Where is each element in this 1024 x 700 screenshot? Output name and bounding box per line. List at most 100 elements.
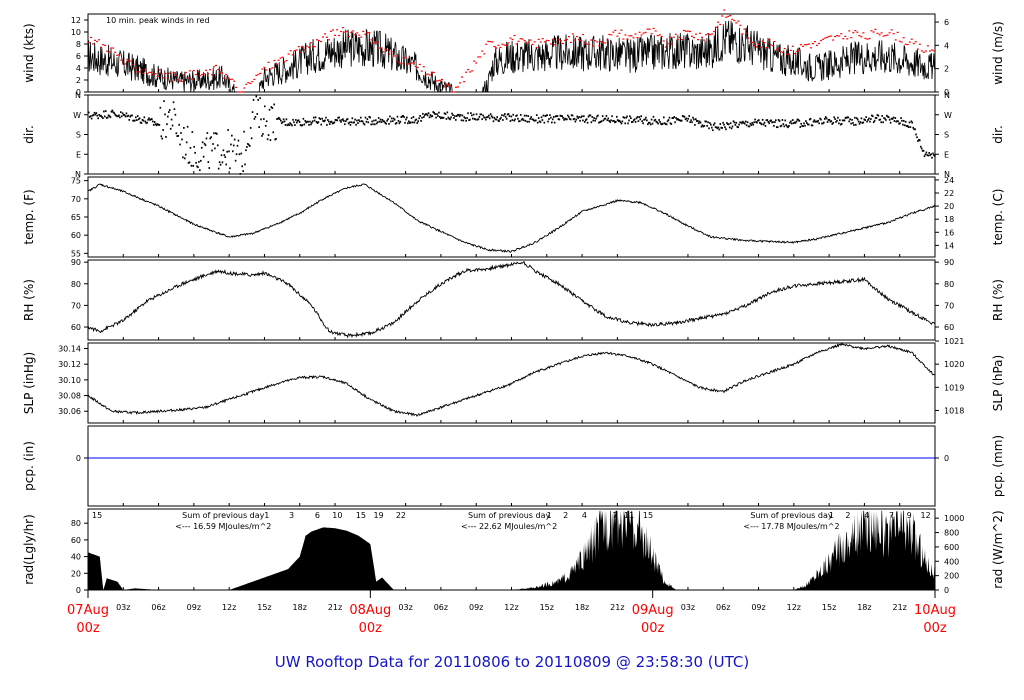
dir-point (428, 116, 431, 119)
right-tick-label-slp: 1018 (944, 406, 964, 415)
dir-point (304, 120, 307, 122)
dir-point (168, 109, 171, 111)
dir-point (401, 115, 403, 118)
dir-point (335, 119, 338, 121)
dir-point (253, 117, 256, 120)
dir-point (848, 120, 851, 123)
dir-point (696, 120, 699, 122)
dir-point (779, 125, 782, 128)
dir-point (711, 126, 713, 129)
dir-point (566, 118, 568, 121)
dir-point (449, 118, 451, 121)
dir-point (880, 121, 883, 124)
dir-point (149, 118, 151, 121)
dir-point (150, 118, 152, 121)
dir-point (208, 167, 211, 169)
left-tick-label-wind: 6 (76, 52, 81, 61)
dir-point (146, 121, 148, 124)
dir-point (144, 120, 147, 123)
slp-series-line (87, 342, 936, 417)
dir-point (376, 121, 379, 124)
dir-point (375, 122, 378, 125)
dir-point (368, 115, 371, 118)
dir-point (599, 120, 602, 123)
dir-point (407, 122, 409, 125)
dir-point (631, 121, 633, 124)
dir-point (221, 161, 224, 164)
dir-point (575, 118, 578, 121)
dir-point (233, 138, 236, 141)
dir-point (815, 120, 818, 123)
dir-point (495, 118, 498, 121)
dir-point (823, 118, 826, 120)
dir-point (546, 114, 548, 117)
dir-point (121, 112, 124, 115)
dir-point (934, 154, 936, 157)
dir-point (827, 119, 830, 121)
dir-point (876, 114, 879, 116)
dir-point (887, 115, 889, 118)
time-axis-label: 12z (504, 603, 518, 612)
time-axis-label: 15z (257, 603, 271, 612)
dir-point (163, 100, 165, 103)
dir-point (706, 124, 708, 127)
dir-point (183, 157, 186, 160)
left-tick-label-slp: 30.06 (58, 407, 81, 416)
radiation-hour-label: 15 (643, 511, 653, 520)
radiation-hour-label: 12 (920, 511, 930, 520)
dir-point (166, 123, 168, 126)
radiation-hour-label: 1 (829, 511, 834, 520)
time-axis-label: 06z (716, 603, 730, 612)
dir-point (172, 101, 175, 104)
dir-point (294, 124, 296, 126)
left-tick-label-temp: 65 (71, 213, 81, 222)
dir-point (102, 117, 104, 119)
dir-point (98, 113, 100, 116)
dir-point (595, 117, 597, 120)
dir-point (415, 118, 418, 121)
left-tick-label-slp: 30.14 (58, 344, 81, 353)
dir-point (919, 139, 921, 142)
left-axis-label-wind: wind (kts) (22, 23, 36, 82)
dir-point (365, 120, 368, 123)
dir-point (737, 126, 739, 129)
dir-point (384, 121, 387, 124)
dir-point (474, 118, 477, 121)
dir-point (286, 124, 289, 127)
dir-point (741, 122, 743, 125)
dir-point (349, 124, 352, 126)
dir-point (910, 120, 913, 123)
dir-point (628, 119, 630, 122)
dir-point (101, 116, 103, 118)
time-axis-label: 03z (116, 603, 130, 612)
dir-point (155, 124, 158, 127)
dir-point (663, 116, 665, 119)
dir-point (799, 126, 802, 128)
dir-point (279, 119, 282, 122)
dir-point (416, 122, 419, 124)
dir-point (406, 116, 408, 119)
left-axis-label-slp: SLP (inHg) (22, 352, 36, 414)
dir-point (743, 121, 745, 124)
dir-point (255, 95, 258, 98)
dir-point (490, 115, 493, 118)
dir-point (609, 121, 611, 123)
dir-point (463, 116, 466, 119)
dir-point (909, 126, 912, 129)
dir-point (817, 119, 819, 122)
dir-point (408, 122, 411, 124)
dir-point (930, 153, 932, 156)
dir-point (263, 118, 265, 120)
dir-point (695, 120, 698, 122)
dir-point (366, 118, 369, 121)
dir-point (118, 114, 120, 117)
dir-point (674, 121, 676, 124)
dir-point (710, 123, 712, 126)
dir-point (661, 123, 663, 126)
dir-point (530, 116, 532, 118)
dir-point (543, 121, 546, 124)
dir-point (291, 124, 293, 127)
dir-point (686, 119, 689, 122)
dir-point (796, 118, 799, 121)
dir-point (877, 114, 880, 117)
